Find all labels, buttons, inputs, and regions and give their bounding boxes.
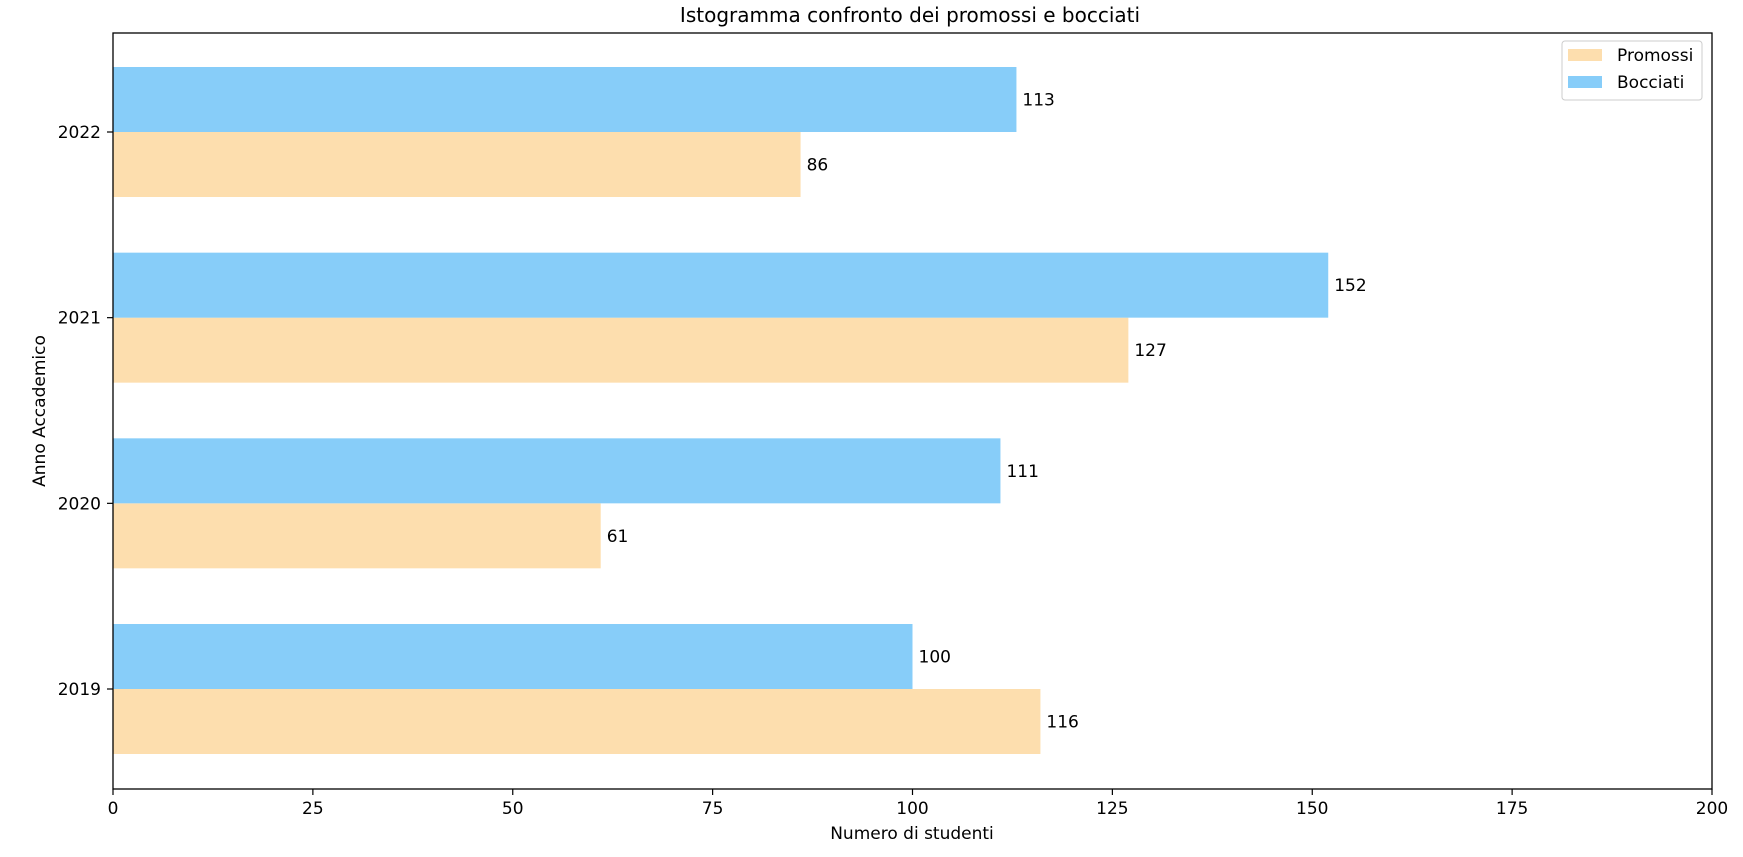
value-label-promossi-2022: 86 [807, 156, 829, 176]
y-axis-ticks: 2019 2020 2021 2022 [58, 123, 113, 700]
x-tick-label-25: 25 [302, 799, 324, 819]
legend-swatch-bocciati [1568, 76, 1602, 88]
x-tick-label-75: 75 [702, 799, 724, 819]
bar-promossi-2020 [113, 503, 601, 569]
bar-bocciati-2020 [113, 438, 1001, 504]
value-label-bocciati-2022: 113 [1022, 91, 1054, 111]
x-tick-label-175: 175 [1496, 799, 1528, 819]
bar-bocciati-2019 [113, 624, 913, 689]
legend-label-promossi: Promossi [1617, 46, 1693, 66]
x-tick-label-100: 100 [896, 799, 928, 819]
value-label-promossi-2020: 61 [607, 527, 629, 547]
value-label-promossi-2021: 127 [1134, 341, 1166, 361]
x-tick-label-50: 50 [502, 799, 524, 819]
bars-group [113, 67, 1329, 754]
x-tick-label-150: 150 [1296, 799, 1328, 819]
value-labels-group: 116 100 61 111 127 152 86 113 [607, 91, 1367, 733]
y-tick-label-2020: 2020 [58, 494, 101, 514]
value-label-bocciati-2020: 111 [1006, 462, 1038, 482]
x-tick-label-200: 200 [1696, 799, 1728, 819]
value-label-bocciati-2021: 152 [1334, 276, 1366, 296]
bar-promossi-2022 [113, 132, 801, 197]
x-tick-label-125: 125 [1096, 799, 1128, 819]
bar-promossi-2021 [113, 317, 1129, 383]
value-label-promossi-2019: 116 [1046, 713, 1078, 733]
chart-title: Istogramma confronto dei promossi e bocc… [680, 3, 1140, 27]
bar-promossi-2019 [113, 689, 1041, 754]
bar-bocciati-2022 [113, 67, 1017, 132]
x-tick-label-0: 0 [108, 799, 119, 819]
legend: Promossi Bocciati [1561, 40, 1703, 101]
y-tick-label-2019: 2019 [58, 680, 101, 700]
x-axis-ticks: 0 25 50 75 100 125 150 175 200 [108, 789, 1728, 819]
legend-label-bocciati: Bocciati [1617, 73, 1684, 93]
y-axis-label: Anno Accademico [30, 335, 50, 487]
legend-swatch-promossi [1568, 49, 1602, 61]
bar-bocciati-2021 [113, 252, 1329, 318]
value-label-bocciati-2019: 100 [919, 648, 951, 668]
x-axis-label: Numero di studenti [830, 824, 994, 844]
y-tick-label-2021: 2021 [58, 309, 101, 329]
y-tick-label-2022: 2022 [58, 123, 101, 143]
